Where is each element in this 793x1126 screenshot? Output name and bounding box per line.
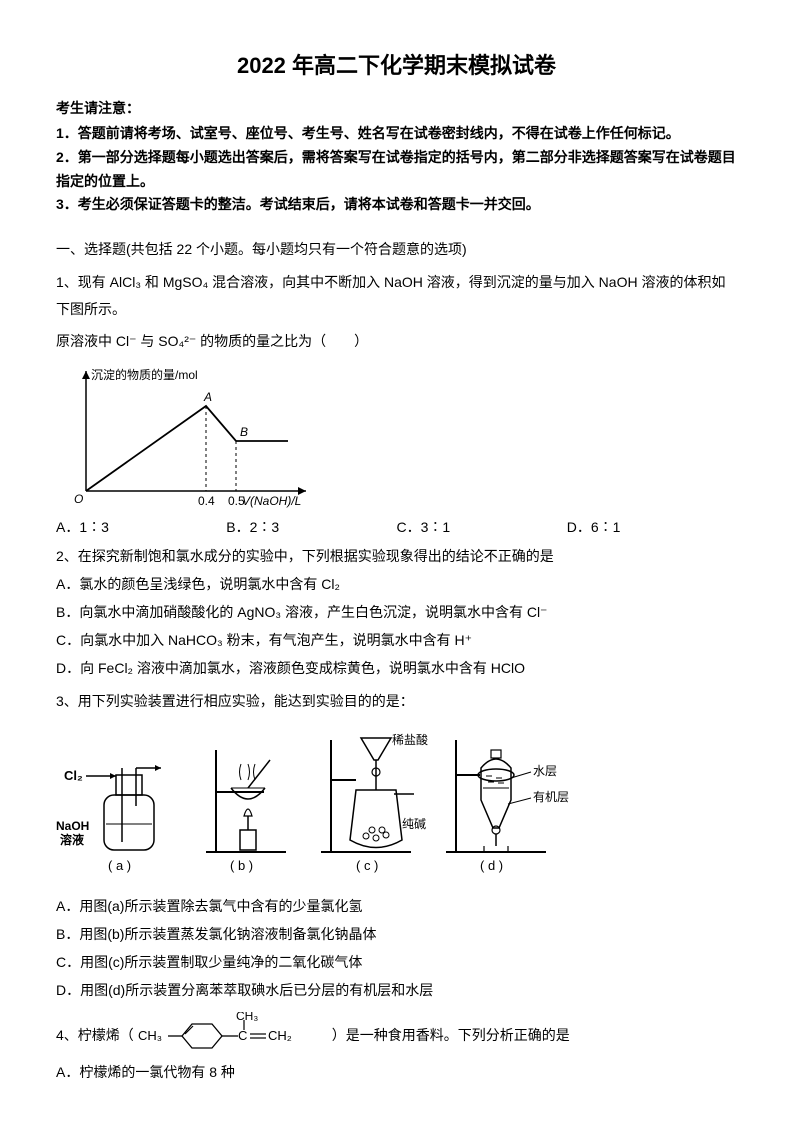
q3-option-a: A．用图(a)所示装置除去氯气中含有的少量氯化氢 (56, 892, 737, 920)
graph-drop-label: B (240, 425, 248, 439)
svg-text:CH₃: CH₃ (138, 1028, 162, 1043)
graph-origin: O (74, 492, 83, 506)
svg-text:溶液: 溶液 (60, 832, 84, 847)
svg-text:有机层: 有机层 (533, 790, 569, 804)
svg-text:纯碱: 纯碱 (402, 817, 426, 831)
svg-text:( b ): ( b ) (230, 858, 253, 873)
q1-option-a: A．1∶3 (56, 517, 226, 537)
page-title: 2022 年高二下化学期末模拟试卷 (56, 48, 737, 80)
svg-text:C: C (238, 1028, 247, 1043)
q3-option-b: B．用图(b)所示装置蒸发氯化钠溶液制备氯化钠晶体 (56, 920, 737, 948)
graph-peak-label: A (203, 390, 212, 404)
q2-stem: 2、在探究新制饱和氯水成分的实验中，下列根据实验现象得出的结论不正确的是 (56, 543, 737, 570)
limonene-structure-icon: CH₃ C CH₃ CH₂ (138, 1012, 328, 1058)
apparatus-d-icon: 水层 有机层 ( d ) (446, 740, 569, 873)
q3-option-c: C．用图(c)所示装置制取少量纯净的二氧化碳气体 (56, 948, 737, 976)
q4-post: ）是一种食用香料。下列分析正确的是 (332, 1025, 570, 1045)
q3-apparatus: Cl₂ NaOH 溶液 ( a ) (56, 720, 576, 890)
apparatus-b-icon: ( b ) (206, 750, 286, 873)
q2-option-d: D．向 FeCl₂ 溶液中滴加氯水，溶液颜色变成棕黄色，说明氯水中含有 HClO (56, 654, 737, 682)
q1-stem-a: 1、现有 AlCl₃ 和 MgSO₄ 混合溶液，向其中不断加入 NaOH 溶液，… (56, 269, 737, 322)
svg-text:NaOH: NaOH (56, 819, 89, 833)
q2-option-c: C．向氯水中加入 NaHCO₃ 粉末，有气泡产生，说明氯水中含有 H⁺ (56, 626, 737, 654)
notice-1: 1．答题前请将考场、试室号、座位号、考生号、姓名写在试卷密封线内，不得在试卷上作… (56, 122, 737, 146)
q4-option-a: A．柠檬烯的一氯代物有 8 种 (56, 1058, 737, 1086)
notice-head: 考生请注意： (56, 98, 737, 118)
q1-options: A．1∶3 B．2∶3 C．3∶1 D．6∶1 (56, 517, 737, 537)
svg-text:( d ): ( d ) (480, 858, 503, 873)
q3-apparatus-svg: Cl₂ NaOH 溶液 ( a ) (56, 720, 576, 890)
q1-option-c: C．3∶1 (397, 517, 567, 537)
svg-text:水层: 水层 (533, 764, 557, 778)
q1-graph-svg: 沉淀的物质的量/mol V(NaOH)/L O 0.4 0.5 A B (56, 361, 316, 511)
svg-text:稀盐酸: 稀盐酸 (392, 732, 428, 747)
svg-text:CH₃: CH₃ (236, 1012, 258, 1023)
q3-option-d: D．用图(d)所示装置分离苯萃取碘水后已分层的有机层和水层 (56, 976, 737, 1004)
q1-option-d: D．6∶1 (567, 517, 737, 537)
q3-stem: 3、用下列实验装置进行相应实验，能达到实验目的的是： (56, 688, 737, 715)
q4-pre: 4、柠檬烯（ (56, 1025, 134, 1045)
apparatus-c-icon: 稀盐酸 纯碱 ( c ) (321, 732, 428, 873)
svg-text:CH₂: CH₂ (268, 1028, 292, 1043)
q1-graph: 沉淀的物质的量/mol V(NaOH)/L O 0.4 0.5 A B (56, 361, 316, 511)
svg-text:( c ): ( c ) (356, 858, 378, 873)
notice-2: 2．第一部分选择题每小题选出答案后，需将答案写在试卷指定的括号内，第二部分非选择… (56, 146, 737, 194)
apparatus-a-icon: Cl₂ NaOH 溶液 ( a ) (56, 765, 161, 873)
notice-3: 3．考生必须保证答题卡的整洁。考试结束后，请将本试卷和答题卡一并交回。 (56, 193, 737, 217)
graph-xtick-0: 0.4 (198, 494, 215, 508)
svg-text:( a ): ( a ) (108, 858, 131, 873)
exam-page: 2022 年高二下化学期末模拟试卷 考生请注意： 1．答题前请将考场、试室号、座… (0, 0, 793, 1126)
graph-xtick-1: 0.5 (228, 494, 245, 508)
q1-option-b: B．2∶3 (226, 517, 396, 537)
graph-y-label: 沉淀的物质的量/mol (91, 367, 198, 382)
q2-option-b: B．向氯水中滴加硝酸酸化的 AgNO₃ 溶液，产生白色沉淀，说明氯水中含有 Cl… (56, 598, 737, 626)
q2-option-a: A．氯水的颜色呈浅绿色，说明氯水中含有 Cl₂ (56, 570, 737, 598)
q4-stem: 4、柠檬烯（ CH₃ C CH₃ CH₂ ）是一种食用香料。下列分析正确的是 (56, 1012, 737, 1058)
graph-x-label: V(NaOH)/L (242, 494, 301, 508)
svg-text:Cl₂: Cl₂ (64, 768, 83, 783)
section-1-head: 一、选择题(共包括 22 个小题。每小题均只有一个符合题意的选项) (56, 239, 737, 259)
q1-stem-b: 原溶液中 Cl⁻ 与 SO₄²⁻ 的物质的量之比为（ ） (56, 328, 737, 355)
